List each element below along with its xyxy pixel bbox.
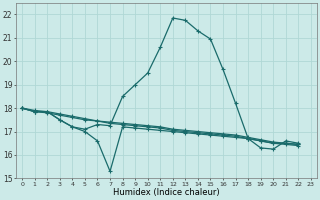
X-axis label: Humidex (Indice chaleur): Humidex (Indice chaleur) [113,188,220,197]
